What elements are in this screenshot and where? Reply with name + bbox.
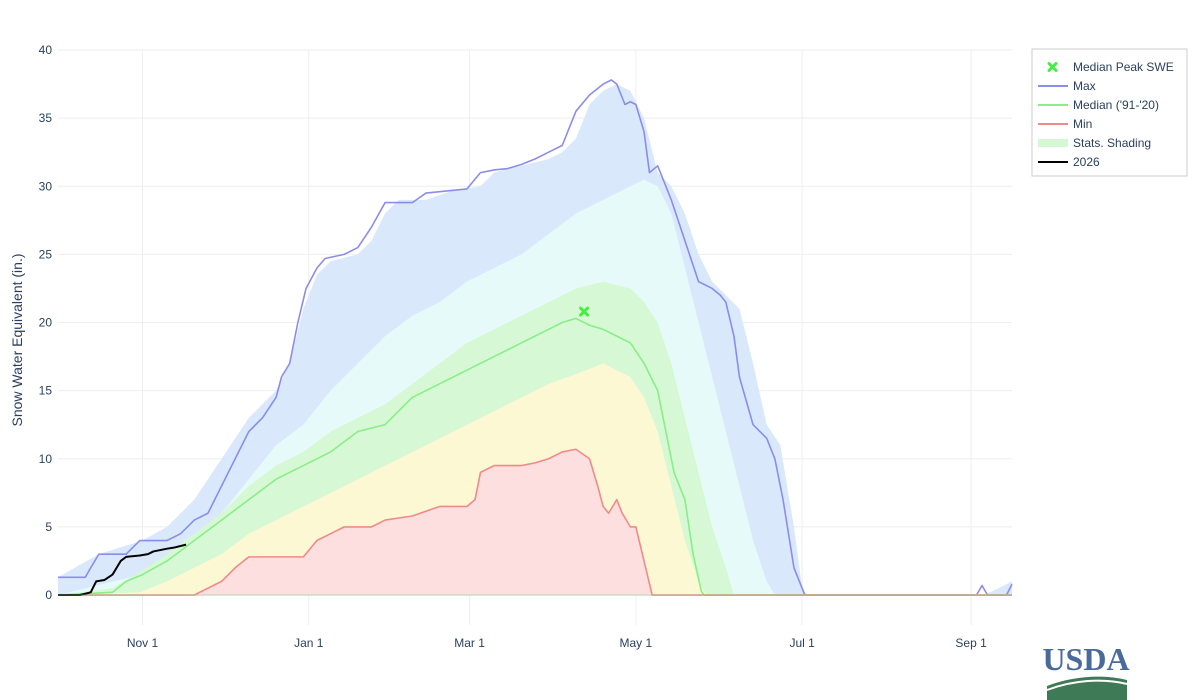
band-min [58,449,1012,596]
y-tick-label: 25 [39,247,53,261]
legend-item-max[interactable]: Max [1038,79,1096,93]
legend-label: Max [1073,79,1096,93]
y-tick-label: 40 [39,43,53,57]
y-tick-label: 30 [39,179,53,193]
legend-label: Median Peak SWE [1073,60,1174,74]
legend-item-min[interactable]: Min [1038,117,1092,131]
band-layer [58,84,1012,596]
legend-item-current[interactable]: 2026 [1038,155,1100,169]
legend-item-median[interactable]: Median ('91-'20) [1038,98,1159,112]
y-tick-label: 10 [39,452,53,466]
legend-item-peak[interactable]: Median Peak SWE [1047,60,1174,74]
y-tick-label: 35 [39,111,53,125]
series-line-min [58,448,1012,596]
median-peak-marker [579,306,590,317]
series-line-2026 [58,543,187,597]
x-tick-label: Jul 1 [789,636,815,650]
marker-layer [579,306,590,317]
legend[interactable]: Median Peak SWE Max Median ('91-'20) Min Sta… [1031,48,1188,177]
legend-swatch [1038,139,1068,147]
legend-box [1031,48,1188,177]
legend-swatch [1047,62,1058,72]
line-layer [57,79,1013,597]
y-tick-label: 20 [39,316,53,330]
legend-label: Median ('91-'20) [1073,98,1159,112]
series-line-median-91-20 [57,317,1012,596]
usda-logo-text: USDA [1042,641,1129,677]
x-tick-label: Jan 1 [294,636,324,650]
y-tick-label: 15 [39,384,53,398]
legend-item-shading[interactable]: Stats. Shading [1038,136,1151,150]
x-tick-label: Mar 1 [454,636,485,650]
tick-layer: 0 5 10 15 20 25 30 35 40 Nov 1 Jan 1 Mar 1 May 1 Jul … [39,43,987,650]
usda-logo: USDA [1042,641,1130,700]
x-tick-label: May 1 [620,636,653,650]
y-tick-label: 5 [45,520,52,534]
x-tick-label: Nov 1 [127,636,159,650]
legend-label: Min [1073,117,1092,131]
y-axis-title: Snow Water Equivalent (in.) [9,254,25,427]
usda-logo-field [1047,676,1127,700]
x-tick-label: Sep 1 [955,636,987,650]
series-line-max [58,79,1013,596]
usda-logo-stripe [1046,679,1128,691]
legend-label: Stats. Shading [1073,136,1151,150]
legend-label: 2026 [1073,155,1100,169]
y-tick-label: 0 [45,588,52,602]
